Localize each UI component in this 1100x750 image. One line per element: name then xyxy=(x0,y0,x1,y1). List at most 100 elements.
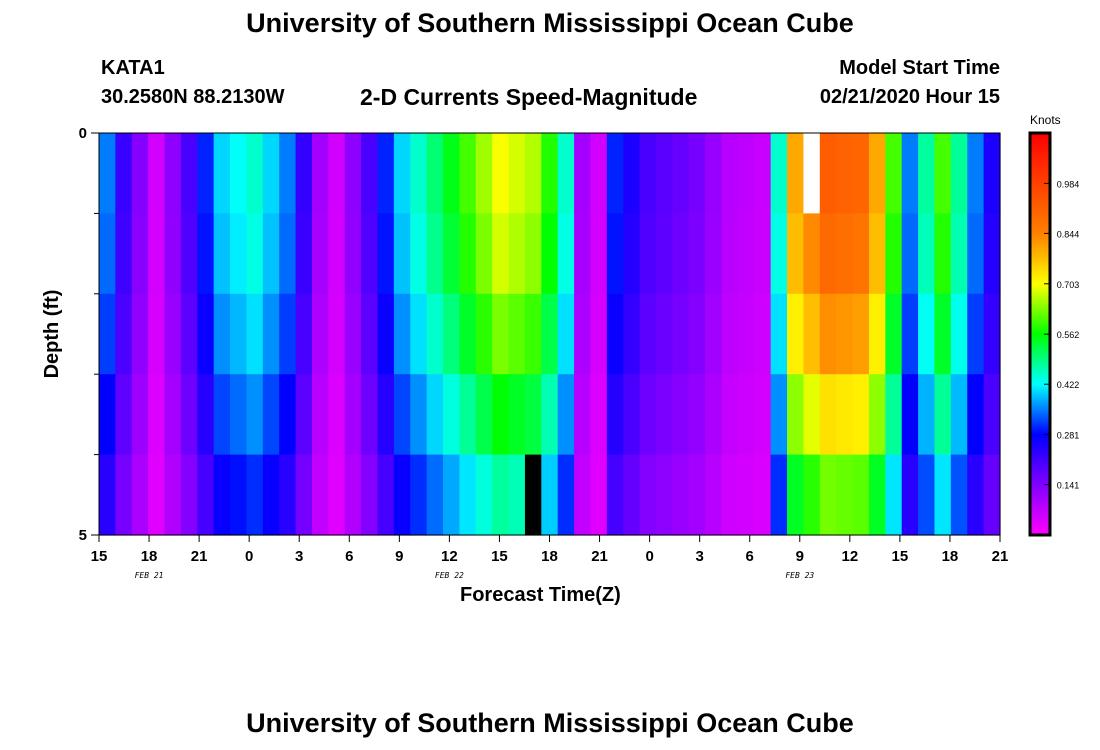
heat-cell xyxy=(377,213,395,295)
heat-cell xyxy=(131,133,149,214)
heat-cell xyxy=(705,374,723,456)
heat-cell xyxy=(754,293,772,375)
heat-cell xyxy=(787,454,805,536)
heat-cell xyxy=(934,374,952,456)
heat-cell xyxy=(819,374,837,456)
date-label: FEB 23 xyxy=(785,571,814,580)
heat-cell xyxy=(459,454,477,536)
heat-cell xyxy=(590,293,608,375)
heat-cell xyxy=(279,133,297,214)
heat-cell xyxy=(410,213,428,295)
heat-cell xyxy=(721,213,739,295)
heat-cell xyxy=(705,293,723,375)
heat-cell xyxy=(803,374,821,456)
heat-cell xyxy=(901,213,919,295)
heat-cell xyxy=(197,374,215,456)
heat-cell xyxy=(443,213,460,295)
heat-cell xyxy=(868,374,886,456)
heat-cell xyxy=(279,213,297,295)
heat-cell xyxy=(574,213,592,295)
colorbar-tick-label: 0.562 xyxy=(1057,330,1080,340)
heat-cell xyxy=(590,133,608,214)
heat-cell xyxy=(606,454,624,536)
heat-cell xyxy=(655,293,673,375)
heat-cell xyxy=(819,133,837,214)
heat-cell xyxy=(410,293,428,375)
heat-cell xyxy=(852,213,870,295)
heat-cell xyxy=(328,293,346,375)
heat-cell xyxy=(393,133,411,214)
heat-cell xyxy=(230,374,248,456)
heat-cell xyxy=(295,293,313,375)
date-label: FEB 22 xyxy=(435,571,464,580)
heat-cell xyxy=(901,374,919,456)
heat-cell xyxy=(230,293,248,375)
heat-cell xyxy=(705,133,723,214)
heat-cell xyxy=(131,293,149,375)
heat-cell xyxy=(328,454,346,536)
heat-cell xyxy=(262,213,280,295)
heat-cell xyxy=(623,213,641,295)
heat-cell xyxy=(541,454,559,536)
heat-cell xyxy=(918,293,936,375)
heat-cell xyxy=(655,454,673,536)
heat-cell xyxy=(688,454,706,536)
heat-cell xyxy=(131,213,149,295)
heat-cell xyxy=(131,454,149,536)
heat-cell xyxy=(262,374,280,456)
heat-cell xyxy=(443,133,460,214)
heat-cell xyxy=(475,213,493,295)
heat-cell xyxy=(852,374,870,456)
station-coords: 30.2580N 88.2130W xyxy=(101,86,285,108)
x-tick-label: 12 xyxy=(841,548,858,565)
colorbar-tick-label: 0.703 xyxy=(1057,280,1080,290)
heat-cell xyxy=(492,454,510,536)
heat-cell xyxy=(672,454,690,536)
y-axis-label: Depth (ft) xyxy=(41,290,63,379)
heat-cell xyxy=(492,374,510,456)
heat-cell xyxy=(737,213,755,295)
heat-cell xyxy=(393,374,411,456)
heat-cell xyxy=(459,293,477,375)
chart-subtitle: 2-D Currents Speed-Magnitude xyxy=(360,84,698,110)
heat-cell xyxy=(115,133,133,214)
heat-cell xyxy=(361,133,379,214)
heat-cell xyxy=(426,133,444,214)
heat-cell xyxy=(787,213,805,295)
heat-cell xyxy=(377,133,395,214)
heat-cell xyxy=(197,133,215,214)
heat-cell xyxy=(344,133,362,214)
heat-cell xyxy=(688,133,706,214)
heat-cell xyxy=(885,374,903,456)
heat-cell xyxy=(983,133,1001,214)
heat-cell xyxy=(361,293,379,375)
heat-cell xyxy=(918,374,936,456)
heat-cell xyxy=(557,293,575,375)
heat-cell xyxy=(164,213,182,295)
x-tick-label: 9 xyxy=(796,548,804,565)
heat-cell xyxy=(328,374,346,456)
heat-cell xyxy=(148,454,166,536)
heat-cell xyxy=(787,133,805,214)
heat-cell xyxy=(197,213,215,295)
heat-cell xyxy=(623,133,641,214)
heat-cell xyxy=(131,374,149,456)
x-tick-label: 9 xyxy=(395,548,403,565)
colorbar-tick-label: 0.422 xyxy=(1057,380,1080,390)
heat-cell xyxy=(459,133,477,214)
heat-cell xyxy=(688,213,706,295)
heat-cell xyxy=(295,133,313,214)
heat-cell xyxy=(885,213,903,295)
heat-cell xyxy=(524,133,542,214)
heat-cell xyxy=(262,293,280,375)
heat-cell xyxy=(344,454,362,536)
heat-cell xyxy=(918,454,936,536)
heat-cell xyxy=(426,213,444,295)
x-tick-label: 21 xyxy=(992,548,1009,565)
heat-cell xyxy=(344,374,362,456)
heat-cell xyxy=(672,213,690,295)
heat-cell xyxy=(836,293,854,375)
x-tick-label: 21 xyxy=(191,548,208,565)
heat-cell xyxy=(934,213,952,295)
heat-cell xyxy=(754,454,772,536)
